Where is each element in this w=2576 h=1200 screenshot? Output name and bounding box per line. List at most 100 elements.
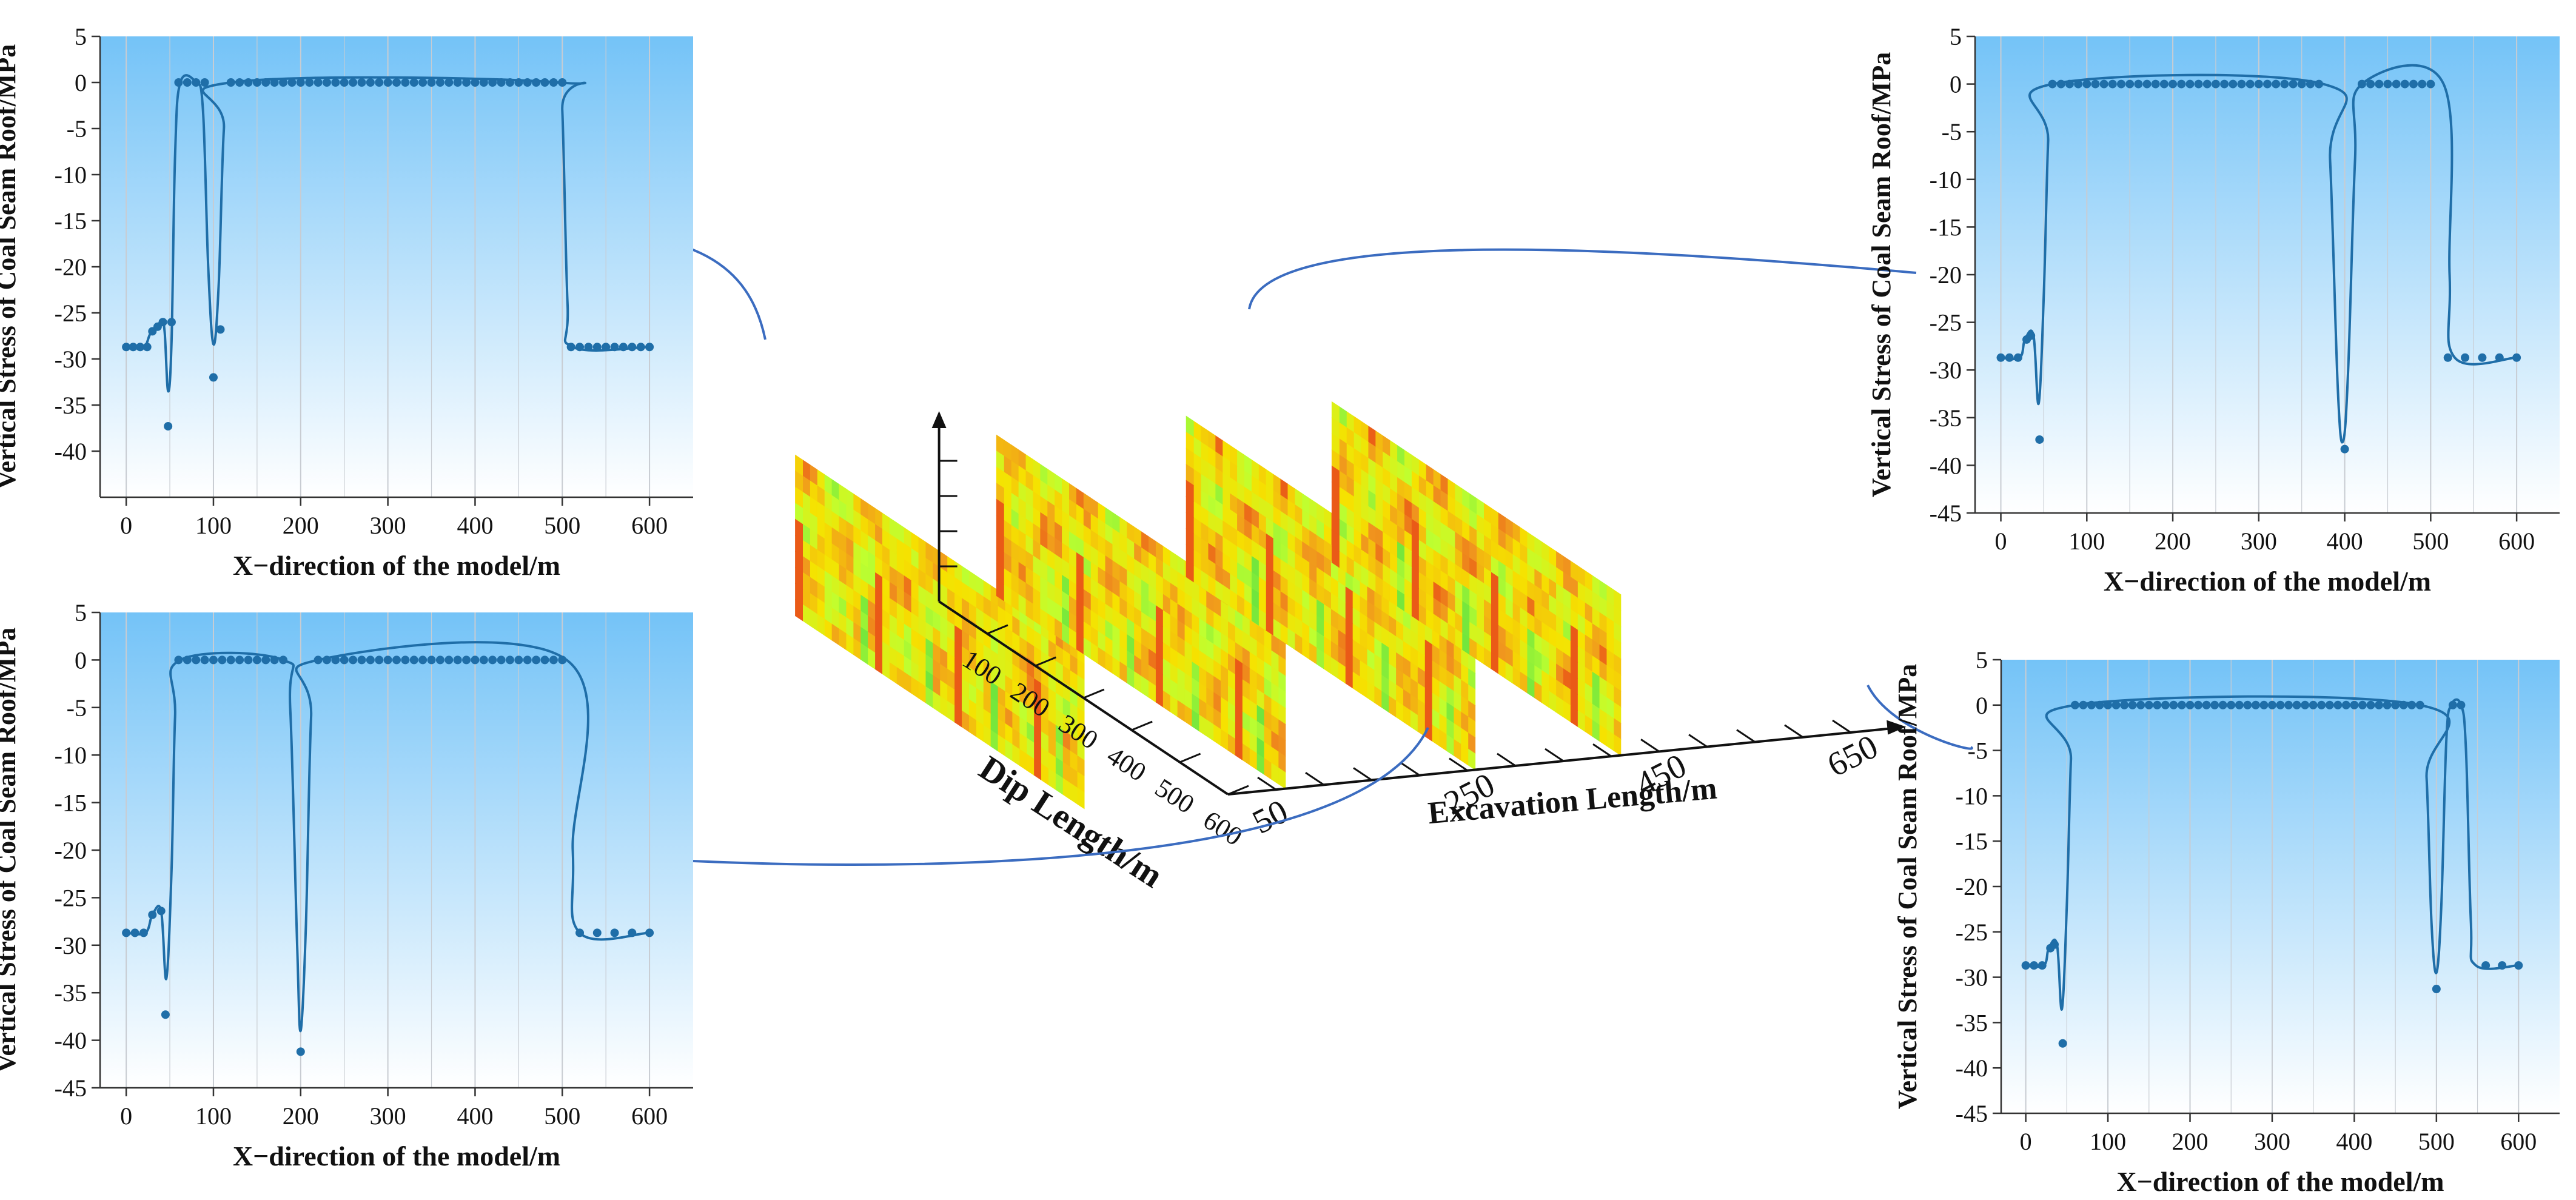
data-point bbox=[2079, 700, 2088, 709]
y-tick-label: -25 bbox=[55, 884, 87, 911]
x-tick-label: 600 bbox=[631, 512, 668, 539]
data-point bbox=[2301, 700, 2310, 709]
data-point bbox=[2185, 79, 2195, 89]
data-point bbox=[226, 655, 235, 665]
data-point bbox=[2021, 961, 2030, 970]
data-point bbox=[218, 655, 227, 665]
data-point bbox=[192, 655, 201, 665]
data-point bbox=[2443, 353, 2452, 362]
excavation-tick bbox=[1784, 724, 1803, 739]
y-tick-label: -10 bbox=[55, 161, 87, 189]
data-point bbox=[453, 78, 462, 87]
y-tick-label: -15 bbox=[1956, 828, 1988, 855]
data-point bbox=[209, 655, 218, 665]
data-point bbox=[549, 78, 558, 87]
data-point bbox=[2117, 79, 2125, 89]
data-point bbox=[523, 78, 532, 87]
data-point bbox=[2383, 79, 2392, 89]
data-point bbox=[2159, 79, 2168, 89]
data-point bbox=[558, 78, 567, 87]
data-point bbox=[2243, 700, 2252, 709]
data-point bbox=[2254, 79, 2263, 89]
data-point bbox=[2495, 353, 2504, 362]
y-axis-label: Vertical Stress of Coal Seam Roof/MPa bbox=[0, 44, 21, 489]
data-point bbox=[2267, 700, 2276, 709]
excavation-tick bbox=[1736, 729, 1756, 743]
y-tick-label: -5 bbox=[67, 115, 87, 142]
connector-curve bbox=[1867, 685, 1973, 750]
data-point bbox=[2128, 700, 2137, 709]
data-point bbox=[2276, 700, 2285, 709]
data-point bbox=[505, 78, 514, 87]
data-point bbox=[2091, 79, 2100, 89]
data-point bbox=[305, 78, 314, 87]
stress-chart-bottom-left: 5 0 -5 -10 -15 -20 -25 -30 -35 -40 -45 0 100 200 300 40… bbox=[0, 599, 693, 1172]
x-axis-label: X−direction of the model/m bbox=[2104, 566, 2431, 597]
heat-cell bbox=[1331, 546, 1340, 568]
x-tick-label: 500 bbox=[2418, 1128, 2455, 1155]
x-axis-label: X−direction of the model/m bbox=[233, 550, 560, 581]
data-point bbox=[2292, 700, 2301, 709]
data-point bbox=[2235, 700, 2244, 709]
data-point bbox=[2375, 700, 2384, 709]
data-point bbox=[2375, 79, 2384, 89]
data-point bbox=[174, 655, 183, 665]
data-point bbox=[2289, 79, 2298, 89]
heat-cell bbox=[996, 579, 1004, 602]
y-tick-label: -10 bbox=[55, 742, 87, 769]
data-point bbox=[2169, 700, 2178, 709]
data-point bbox=[2366, 79, 2375, 89]
x-tick-label: 400 bbox=[457, 512, 493, 539]
dip-tick-label: 500 bbox=[1150, 773, 1199, 819]
data-point bbox=[357, 78, 366, 87]
data-point bbox=[2120, 700, 2129, 709]
data-point bbox=[392, 655, 401, 665]
y-tick-label: -15 bbox=[1930, 213, 1962, 241]
excavation-tick bbox=[1257, 776, 1276, 791]
data-point bbox=[366, 655, 375, 665]
section-slab bbox=[795, 454, 1085, 809]
excavation-axis-arrow bbox=[1887, 720, 1907, 735]
data-point bbox=[2229, 79, 2238, 89]
y-tick-label: -5 bbox=[67, 694, 87, 722]
y-tick-label: -40 bbox=[55, 1027, 87, 1054]
data-point bbox=[2218, 700, 2227, 709]
data-point bbox=[471, 78, 480, 87]
data-point bbox=[226, 78, 235, 87]
data-point bbox=[200, 655, 209, 665]
data-point bbox=[2478, 353, 2487, 362]
data-point bbox=[261, 78, 270, 87]
stress-chart-top-left: 5 0 -5 -10 -15 -20 -25 -30 -35 -40 0 100 200 300 400 50… bbox=[0, 23, 693, 581]
data-point bbox=[2104, 700, 2113, 709]
y-tick-label: -20 bbox=[1956, 873, 1988, 900]
connector-curve bbox=[693, 727, 1429, 866]
section-slab bbox=[1331, 401, 1622, 756]
plot-background bbox=[1975, 36, 2560, 513]
data-point bbox=[209, 373, 218, 382]
data-point bbox=[497, 655, 506, 665]
data-point bbox=[575, 343, 585, 352]
data-point bbox=[340, 78, 349, 87]
y-tick-label: -15 bbox=[55, 789, 87, 817]
x-tick-label: 200 bbox=[2172, 1128, 2209, 1155]
data-point bbox=[488, 655, 497, 665]
data-point bbox=[270, 655, 279, 665]
data-point bbox=[2065, 79, 2074, 89]
data-point bbox=[349, 78, 358, 87]
stress-curve bbox=[2025, 695, 2519, 1011]
data-point bbox=[2357, 79, 2366, 89]
data-point bbox=[549, 655, 558, 665]
x-tick-label: 400 bbox=[2336, 1128, 2372, 1155]
data-point bbox=[2333, 700, 2343, 709]
data-point bbox=[2392, 79, 2401, 89]
data-point bbox=[383, 78, 392, 87]
data-point bbox=[261, 655, 270, 665]
x-tick-label: 400 bbox=[2327, 528, 2363, 555]
data-point bbox=[183, 655, 192, 665]
data-point bbox=[471, 655, 480, 665]
y-tick-label: 0 bbox=[75, 646, 87, 674]
x-tick-label: 100 bbox=[195, 512, 232, 539]
data-point bbox=[2111, 700, 2121, 709]
data-point bbox=[2498, 961, 2507, 970]
data-point bbox=[2306, 79, 2315, 89]
